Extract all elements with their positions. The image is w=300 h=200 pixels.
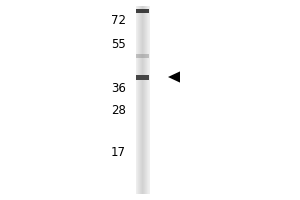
- Bar: [146, 6, 147, 194]
- Bar: [141, 6, 142, 194]
- Bar: [137, 6, 138, 194]
- Bar: [148, 6, 149, 194]
- Bar: [139, 6, 140, 194]
- Bar: [136, 6, 137, 194]
- Bar: [146, 6, 147, 194]
- Bar: [136, 74, 149, 79]
- Bar: [136, 6, 137, 194]
- Text: 55: 55: [111, 38, 126, 50]
- Bar: [148, 6, 149, 194]
- Bar: [144, 6, 145, 194]
- Bar: [136, 9, 149, 13]
- Polygon shape: [168, 71, 180, 83]
- Bar: [138, 6, 139, 194]
- Bar: [142, 6, 143, 194]
- Bar: [146, 6, 147, 194]
- Bar: [139, 6, 140, 194]
- Bar: [138, 6, 139, 194]
- Text: 17: 17: [111, 146, 126, 158]
- Bar: [137, 6, 138, 194]
- Text: 28: 28: [111, 104, 126, 116]
- Bar: [137, 6, 138, 194]
- Bar: [145, 6, 146, 194]
- Bar: [148, 6, 149, 194]
- Bar: [141, 6, 142, 194]
- Bar: [147, 6, 148, 194]
- Bar: [147, 6, 148, 194]
- Bar: [138, 6, 139, 194]
- Text: 72: 72: [111, 14, 126, 26]
- Bar: [144, 6, 145, 194]
- Bar: [143, 6, 144, 194]
- Bar: [143, 6, 144, 194]
- Text: 36: 36: [111, 82, 126, 95]
- Bar: [139, 6, 140, 194]
- Bar: [140, 6, 141, 194]
- Bar: [136, 6, 137, 194]
- Bar: [145, 6, 146, 194]
- Bar: [141, 6, 142, 194]
- Bar: [142, 6, 143, 194]
- Bar: [140, 6, 141, 194]
- Bar: [136, 54, 149, 58]
